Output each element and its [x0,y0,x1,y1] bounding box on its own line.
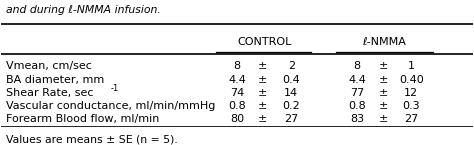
Text: 0.40: 0.40 [399,75,424,85]
Text: 4.4: 4.4 [228,75,246,85]
Text: 27: 27 [284,114,298,124]
Text: -1: -1 [111,84,119,93]
Text: and during ℓ-NMMA infusion.: and during ℓ-NMMA infusion. [6,5,161,15]
Text: 0.8: 0.8 [348,101,366,111]
Text: 0.8: 0.8 [228,101,246,111]
Text: ±: ± [258,114,268,124]
Text: 83: 83 [350,114,364,124]
Text: 4.4: 4.4 [348,75,366,85]
Text: 1: 1 [408,61,415,71]
Text: 74: 74 [230,88,244,98]
Text: 27: 27 [404,114,419,124]
Text: ±: ± [258,61,268,71]
Text: Values are means ± SE (n = 5).: Values are means ± SE (n = 5). [6,134,178,144]
Text: ±: ± [378,88,388,98]
Text: 0.4: 0.4 [283,75,300,85]
Text: CONTROL: CONTROL [237,37,292,47]
Text: 80: 80 [230,114,244,124]
Text: ±: ± [378,75,388,85]
Text: 14: 14 [284,88,298,98]
Text: 77: 77 [350,88,365,98]
Text: ±: ± [258,88,268,98]
Text: 8: 8 [354,61,361,71]
Text: BA diameter, mm: BA diameter, mm [6,75,104,85]
Text: ±: ± [258,75,268,85]
Text: 0.3: 0.3 [402,101,420,111]
Text: 12: 12 [404,88,419,98]
Text: Vascular conductance, ml/min/mmHg: Vascular conductance, ml/min/mmHg [6,101,216,111]
Text: ℓ-NMMA: ℓ-NMMA [363,37,406,47]
Text: ±: ± [258,101,268,111]
Text: Forearm Blood flow, ml/min: Forearm Blood flow, ml/min [6,114,159,124]
Text: ±: ± [378,101,388,111]
Text: Vmean, cm/sec: Vmean, cm/sec [6,61,92,71]
Text: Shear Rate, sec: Shear Rate, sec [6,88,93,98]
Text: 2: 2 [288,61,295,71]
Text: 8: 8 [233,61,241,71]
Text: 0.2: 0.2 [283,101,300,111]
Text: ±: ± [378,114,388,124]
Text: ±: ± [378,61,388,71]
